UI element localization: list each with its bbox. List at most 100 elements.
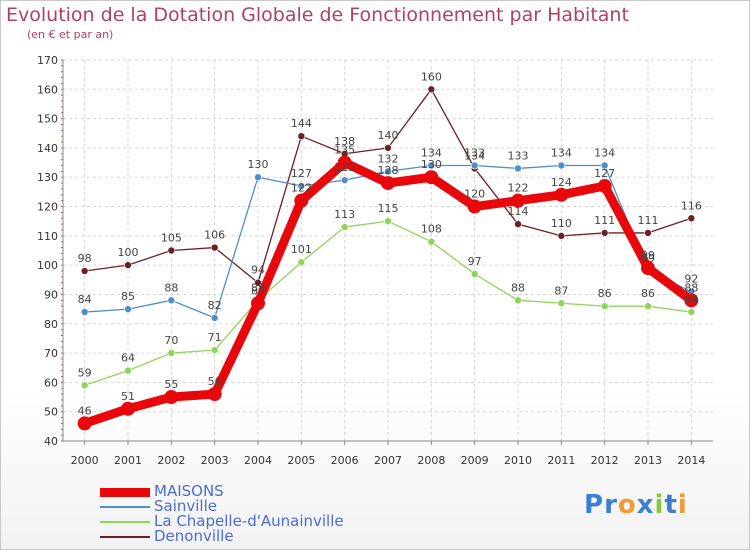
data-label: 130 (248, 158, 269, 171)
data-label: 133 (508, 149, 529, 162)
data-label: 132 (378, 152, 399, 165)
y-tick-label: 50 (44, 406, 58, 419)
x-tick-label: 2004 (244, 454, 272, 467)
data-label: 94 (251, 264, 265, 277)
legend-item[interactable]: Sainville (100, 497, 400, 515)
legend-item[interactable]: La Chapelle-d'Aunainville (100, 512, 400, 530)
legend-item[interactable]: MAISONS (100, 482, 400, 500)
data-point (514, 296, 522, 305)
data-point (427, 85, 436, 94)
logo-letter: P (584, 490, 605, 520)
legend-item[interactable]: Denonville (100, 527, 400, 545)
data-point (167, 349, 176, 357)
x-tick-label: 2006 (331, 454, 359, 467)
data-point (251, 296, 265, 311)
x-tick-label: 2003 (201, 454, 229, 467)
legend-swatch (100, 487, 150, 497)
data-point (554, 187, 569, 202)
data-point (164, 390, 179, 405)
data-label: 108 (421, 223, 442, 236)
data-point (124, 366, 132, 375)
data-point (641, 261, 655, 276)
data-point (427, 237, 436, 246)
legend-label: La Chapelle-d'Aunainville (154, 512, 344, 530)
data-point (557, 299, 566, 308)
data-label: 122 (291, 182, 312, 195)
legend-label: Sainville (154, 497, 217, 515)
data-label: 87 (251, 284, 265, 297)
x-axis: 2000 2001 2002 2003 2004 2005 2006 2007 2008 2009… (63, 440, 713, 467)
data-point (254, 278, 262, 287)
data-label: 70 (164, 334, 178, 347)
data-point (644, 229, 652, 237)
logo-letter: x (636, 490, 655, 520)
y-tick-label: 60 (44, 376, 58, 389)
data-point (80, 308, 89, 316)
data-point (167, 296, 176, 305)
data-label: 92 (684, 273, 698, 286)
data-label: 134 (464, 149, 485, 162)
y-tick-label: 120 (37, 201, 58, 214)
y-tick-label: 70 (44, 347, 58, 360)
data-point (557, 161, 566, 170)
x-tick-label: 2009 (461, 454, 489, 467)
data-label: 115 (378, 202, 399, 215)
data-label: 99 (641, 252, 655, 265)
data-label: 88 (251, 281, 265, 294)
y-axis: 40 50 60 70 80 90 100 110 120 130 140 150 160 170 (37, 54, 64, 448)
data-label: 110 (551, 217, 572, 230)
data-label: 134 (594, 147, 615, 160)
logo-letter: i (677, 490, 688, 520)
data-label: 64 (121, 352, 135, 365)
data-label: 84 (684, 293, 698, 306)
grid (63, 59, 713, 442)
data-point (254, 173, 262, 182)
data-point (77, 416, 92, 431)
data-point (384, 167, 392, 176)
x-tick-label: 2002 (157, 454, 185, 467)
data-point (207, 387, 222, 402)
data-point (297, 258, 306, 267)
data-label: 140 (378, 129, 399, 142)
data-point (340, 223, 349, 231)
data-point (294, 193, 309, 208)
data-label: 106 (204, 229, 225, 242)
logo-letter: o (617, 490, 637, 520)
data-label: 88 (684, 281, 698, 294)
chart-title: Evolution de la Dotation Globale de Fonc… (6, 4, 629, 26)
data-label: 105 (161, 232, 182, 245)
data-point (210, 314, 219, 322)
data-point (597, 179, 612, 194)
series-lines (77, 85, 699, 431)
data-label: 122 (508, 182, 529, 195)
x-tick-label: 2007 (374, 454, 402, 467)
data-label: 134 (551, 147, 572, 160)
data-point (167, 246, 176, 255)
data-label: 138 (334, 135, 355, 148)
data-label: 135 (334, 144, 355, 157)
data-label: 99 (641, 249, 655, 262)
data-label: 134 (421, 147, 442, 160)
x-tick-label: 2011 (547, 454, 575, 467)
data-point (337, 155, 352, 170)
data-point (384, 144, 392, 152)
data-point (121, 401, 135, 416)
y-tick-label: 140 (37, 142, 58, 155)
data-point (340, 176, 349, 184)
data-label: 59 (78, 366, 92, 379)
data-label: 100 (118, 246, 139, 259)
data-point (467, 199, 482, 214)
legend-label: MAISONS (154, 482, 224, 500)
proxiti-logo[interactable]: Proxiti (584, 490, 688, 520)
data-label: 85 (121, 290, 135, 303)
data-label: 133 (464, 147, 485, 160)
data-labels: 98 100 105 106 94 144 138 140 160 134 114 110 111 111… (78, 70, 702, 417)
data-label: 124 (551, 176, 572, 189)
data-label: 160 (421, 70, 442, 83)
data-label: 98 (78, 252, 92, 265)
data-label: 88 (164, 281, 178, 294)
data-point (511, 193, 525, 208)
data-label: 51 (121, 390, 135, 403)
data-label: 88 (511, 281, 525, 294)
